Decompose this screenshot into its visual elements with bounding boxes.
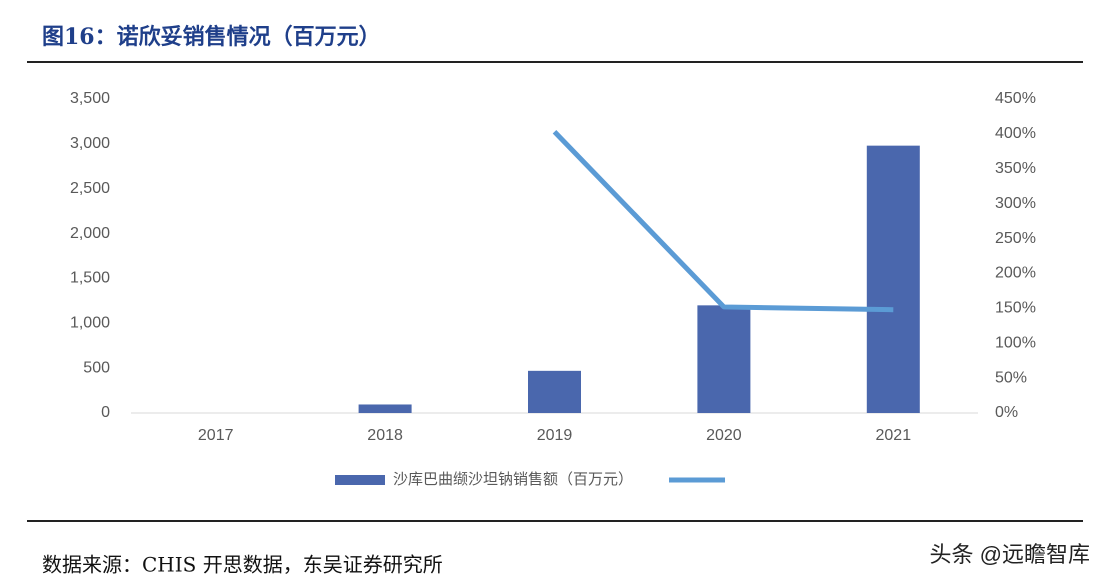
line [552, 130, 894, 313]
legend-label: 沙库巴曲缬沙坦钠销售额（百万元） [393, 471, 633, 488]
y-tick-label: 2,000 [70, 225, 110, 242]
y-tick-label: 3,500 [70, 90, 110, 107]
y-tick-label: 2,500 [70, 180, 110, 197]
y-tick-label: 1,500 [70, 270, 110, 287]
bar [528, 370, 581, 413]
x-tick-label: 2020 [706, 427, 742, 444]
y-tick-label: 1,000 [70, 315, 110, 332]
y2-tick-label: 400% [995, 125, 1036, 142]
x-tick-label: 2017 [198, 427, 234, 444]
y-tick-label: 0 [101, 404, 110, 421]
legend-swatch [335, 475, 385, 485]
y2-tick-label: 100% [995, 334, 1036, 351]
y-tick-label: 3,000 [70, 135, 110, 152]
y2-tick-label: 50% [995, 369, 1027, 386]
source: 数据来源：CHIS 开思数据，东吴证券研究所 [42, 553, 443, 577]
y2-tick-label: 200% [995, 265, 1036, 282]
x-tick-label: 2018 [367, 427, 403, 444]
bar [866, 145, 920, 413]
x-tick-label: 2019 [537, 427, 573, 444]
bar [358, 404, 412, 413]
y2-tick-label: 250% [995, 230, 1036, 247]
bar [697, 305, 751, 413]
y-tick-label: 500 [83, 359, 110, 376]
chart-title: 图16：诺欣妥销售情况（百万元） [42, 24, 381, 50]
watermark: 头条 @远瞻智库 [930, 542, 1090, 567]
y2-tick-label: 150% [995, 300, 1036, 317]
y2-tick-label: 300% [995, 195, 1036, 212]
y2-tick-label: 450% [995, 90, 1036, 107]
y2-tick-label: 350% [995, 160, 1036, 177]
y2-tick-label: 0% [995, 404, 1018, 421]
x-tick-label: 2021 [876, 427, 912, 444]
